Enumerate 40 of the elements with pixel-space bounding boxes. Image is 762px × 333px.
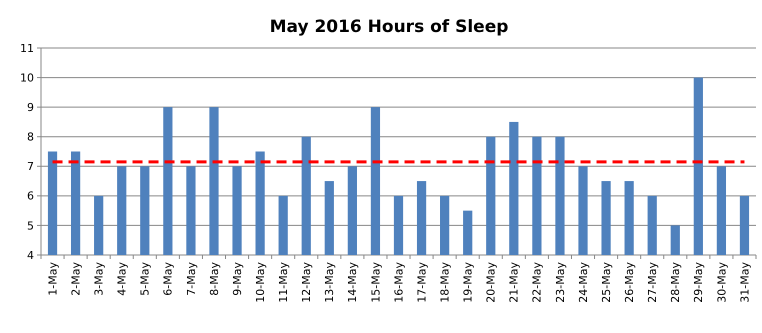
x-tick-label: 15-May — [369, 262, 382, 303]
x-tick-label: 8-May — [208, 262, 221, 296]
y-tick-label: 7 — [27, 160, 34, 174]
x-tick-label: 3-May — [92, 262, 106, 296]
x-tick-label: 10-May — [254, 262, 267, 303]
y-tick-label: 9 — [27, 100, 34, 114]
x-tick-label: 31-May — [738, 262, 752, 303]
x-tick-label: 24-May — [576, 262, 590, 303]
y-tick-label: 6 — [27, 190, 34, 203]
y-tick-label: 8 — [27, 130, 34, 144]
chart-title: May 2016 Hours of Sleep — [270, 17, 508, 37]
x-tick-label: 21-May — [508, 262, 521, 303]
x-tick-label: 18-May — [438, 262, 452, 303]
x-tick-label: 9-May — [230, 262, 244, 296]
x-tick-label: 30-May — [715, 262, 728, 303]
x-tick-label: 25-May — [600, 262, 613, 303]
x-tick-label: 14-May — [346, 262, 360, 303]
x-tick-label: 23-May — [554, 262, 567, 303]
x-tick-label: 17-May — [415, 262, 428, 303]
y-tick-label: 10 — [20, 71, 34, 84]
x-tick-label: 6-May — [162, 262, 175, 296]
x-tick-label: 7-May — [184, 262, 198, 296]
x-tick-label: 20-May — [484, 262, 498, 303]
x-tick-label: 19-May — [462, 262, 475, 303]
x-tick-label: 28-May — [669, 262, 682, 303]
x-tick-label: 2-May — [69, 262, 82, 296]
x-tick-label: 29-May — [692, 262, 706, 303]
x-tick-label: 11-May — [277, 262, 290, 303]
y-tick-label: 4 — [27, 248, 34, 262]
x-tick-label: 12-May — [300, 262, 314, 303]
x-tick-label: 22-May — [530, 262, 544, 303]
x-tick-label: 1-May — [46, 262, 60, 296]
y-tick-label: 5 — [27, 219, 34, 232]
x-tick-label: 26-May — [622, 262, 636, 303]
x-tick-label: 4-May — [116, 262, 129, 296]
x-tick-label: 27-May — [646, 262, 660, 303]
x-tick-label: 13-May — [323, 262, 336, 303]
x-tick-label: 16-May — [392, 262, 406, 303]
x-tick-label: 5-May — [138, 262, 152, 296]
y-tick-label: 11 — [20, 42, 34, 55]
